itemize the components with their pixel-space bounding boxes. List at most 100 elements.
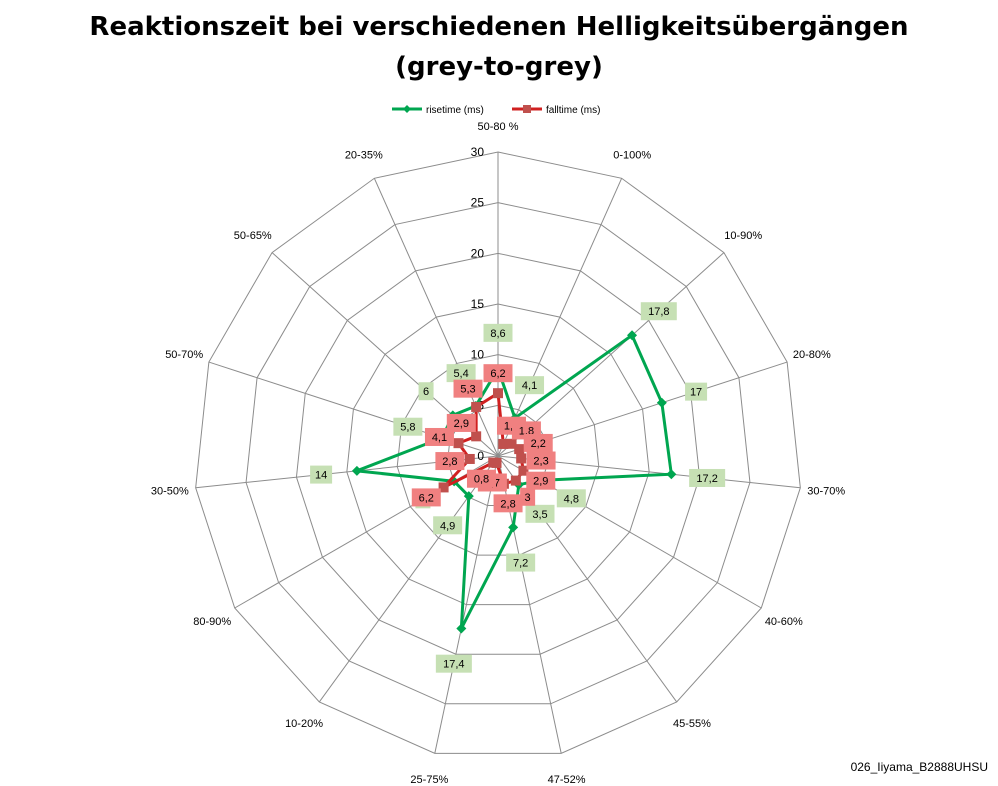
data-label: 5,4 [453,368,468,380]
data-label: 17,4 [443,659,464,671]
data-label-box [483,323,513,342]
footer-label: 026_Iiyama_B2888UHSU [850,760,988,774]
grid-ring [346,303,650,606]
rise-marker [351,465,362,476]
category-label: 40-60% [765,616,803,628]
legend-label: falltime (ms) [546,105,600,116]
rise-marker [456,623,467,634]
fall-marker [510,475,521,486]
grid-ring [245,202,751,705]
legend-marker [403,105,411,113]
rise-marker [463,491,474,502]
data-label-box [435,654,472,673]
fall-marker [471,431,482,442]
category-label: 45-55% [673,718,711,730]
legend-marker [523,105,531,113]
data-label-box [446,364,476,383]
data-label-box [526,471,556,490]
grid-ring [195,151,801,754]
data-label-box [310,465,333,484]
category-label: 30-50% [151,485,189,497]
data-label-box [515,376,545,395]
data-label-box [411,488,441,507]
data-label: 6 [423,386,429,398]
data-label-box [453,379,483,398]
fall-marker [506,438,517,449]
data-label-box [526,451,556,470]
data-label-box [466,469,496,488]
fall-marker [516,453,527,464]
rise-marker [627,330,638,341]
category-label: 10-20% [285,718,323,730]
data-label: 7,2 [513,558,528,570]
data-label-box [506,553,536,572]
data-label: 2,9 [533,476,548,488]
data-label: 3 [525,492,531,504]
data-label-box [520,487,536,506]
radial-tick-label: 10 [471,348,485,362]
data-label: 2,9 [454,418,469,430]
data-label: 17 [690,387,702,399]
category-label: 50-80 % [478,121,519,133]
data-label-box [685,382,708,401]
radial-tick-label: 0 [477,449,484,463]
data-label: 0,8 [474,474,489,486]
data-label-box [493,494,523,513]
data-label: 4,8 [564,493,579,505]
category-label: 20-35% [345,150,383,162]
category-label: 80-90% [193,616,231,628]
data-label-box [446,413,476,432]
fall-marker [464,453,475,464]
data-label: 6,2 [490,368,505,380]
fall-marker [438,482,449,493]
data-label-box [556,489,586,508]
chart-title-line-1: Reaktionszeit bei verschiedenen Helligke… [89,12,909,42]
rise-marker [508,522,519,533]
fall-marker [514,444,525,455]
fall-marker [493,388,503,399]
fall-marker [498,438,509,449]
category-label: 30-70% [807,485,845,497]
data-label-box [523,433,553,452]
rise-marker [666,469,677,480]
grid-ring [295,252,701,655]
category-label: 0-100% [613,150,651,162]
fall-marker [518,465,529,476]
grid-spoke [497,178,623,457]
data-label: 17,8 [648,306,669,318]
data-label: 3,5 [532,509,547,521]
rise-marker [656,397,667,408]
data-label-box [418,382,434,401]
data-label: 2,2 [531,438,546,450]
data-label-box [393,417,423,436]
radial-tick-label: 15 [471,297,485,311]
data-label-box [483,364,513,383]
data-label-box [424,427,454,446]
fall-marker [453,438,464,449]
radial-tick-label: 20 [471,246,485,260]
data-label: 8,6 [490,328,505,340]
data-label: 17,2 [696,473,717,485]
category-label: 10-90% [724,230,762,242]
data-label: 4,1 [432,432,447,444]
category-label: 47-52% [548,774,586,786]
data-label: 5,3 [460,384,475,396]
data-label: 2,3 [533,456,548,468]
category-label: 20-80% [793,349,831,361]
fall-marker [471,401,482,412]
radial-tick-label: 30 [471,145,485,159]
legend-label: risetime (ms) [426,105,484,116]
data-label-box [435,452,465,471]
data-label-box [525,504,555,523]
category-label: 50-65% [234,230,272,242]
data-label: 6,2 [419,492,434,504]
data-label: 2,8 [500,498,515,510]
fall-marker [488,457,499,468]
category-label: 50-70% [165,349,203,361]
radial-tick-label: 25 [471,196,485,210]
data-label: 2,8 [442,456,457,468]
data-label: 14 [315,470,327,482]
chart-title-line-2: (grey-to-grey) [395,52,603,82]
data-label: 4,9 [440,520,455,532]
